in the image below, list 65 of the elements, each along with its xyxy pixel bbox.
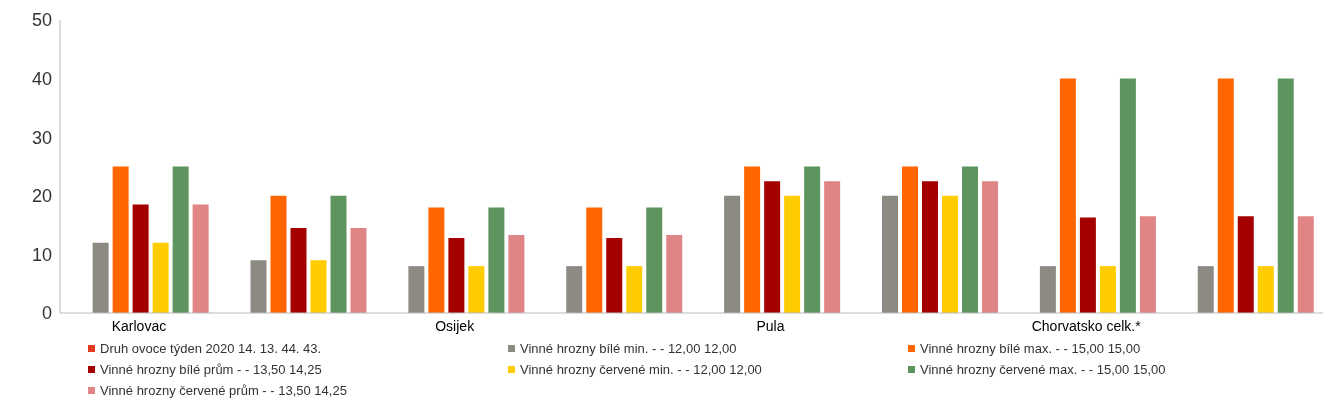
- bar: [1139, 216, 1156, 313]
- bar: [192, 204, 209, 313]
- legend-label: Vinné hrozny červené min. - - 12,00 12,00: [520, 362, 762, 377]
- legend-label: Vinné hrozny bílé min. - - 12,00 12,00: [520, 341, 737, 356]
- x-tick-label: Karlovac: [111, 317, 167, 334]
- x-tick-label: Chorvatsko celk.*: [1031, 317, 1142, 334]
- bar: [804, 166, 821, 313]
- bar: [1257, 266, 1274, 313]
- bar: [824, 181, 841, 313]
- y-tick-label: 10: [31, 244, 52, 265]
- legend-label: Vinné hrozny červené prům - - 13,50 14,25: [100, 383, 347, 398]
- bar: [152, 242, 169, 313]
- bar: [508, 235, 525, 313]
- bar: [290, 228, 307, 313]
- bar: [1237, 216, 1254, 313]
- bar: [250, 260, 267, 313]
- bar: [1217, 78, 1234, 313]
- bar: [646, 207, 663, 313]
- y-tick-label: 50: [31, 10, 52, 31]
- bar: [566, 266, 583, 313]
- bar: [488, 207, 505, 313]
- x-tick-label: Osijek: [435, 317, 476, 334]
- bar: [982, 181, 999, 313]
- bar: [428, 207, 445, 313]
- y-tick-label: 30: [31, 127, 52, 148]
- bar: [448, 237, 465, 313]
- x-tick-label: Pula: [756, 317, 785, 334]
- bar: [468, 266, 485, 313]
- legend-label: Vinné hrozny červené max. - - 15,00 15,00: [920, 362, 1166, 377]
- bar: [1277, 78, 1294, 313]
- bar: [1079, 217, 1096, 313]
- bar: [1197, 266, 1214, 313]
- bar: [922, 181, 939, 313]
- bar: [1059, 78, 1076, 313]
- bar: [172, 166, 189, 313]
- bar: [586, 207, 603, 313]
- y-tick-label: 20: [31, 186, 52, 207]
- bar: [112, 166, 129, 313]
- bar: [764, 181, 781, 313]
- bar: [1039, 266, 1056, 313]
- bar: [330, 195, 347, 313]
- bar: [408, 266, 425, 313]
- legend-label: Vinné hrozny bílé max. - - 15,00 15,00: [920, 341, 1141, 356]
- bar: [132, 204, 149, 313]
- bar: [744, 166, 761, 313]
- bar: [942, 195, 959, 313]
- y-tick-label: 0: [41, 303, 52, 324]
- legend-label: Vinné hrozny bílé prům - - 13,50 14,25: [100, 362, 322, 377]
- bar: [606, 237, 623, 313]
- bar: [1099, 266, 1116, 313]
- bar: [882, 195, 899, 313]
- y-tick-label: 40: [31, 68, 52, 89]
- bar: [310, 260, 327, 313]
- bar: [666, 235, 683, 313]
- bar: [962, 166, 979, 313]
- bar: [1119, 78, 1136, 313]
- bar: [1297, 216, 1314, 313]
- bar: [784, 195, 801, 313]
- bar: [626, 266, 643, 313]
- bar: [350, 228, 367, 313]
- legend-label: Druh ovoce týden 2020 14. 13. 44. 43.: [100, 341, 322, 356]
- bar: [902, 166, 919, 313]
- bar: [92, 242, 109, 313]
- bar: [724, 195, 741, 313]
- bar: [270, 195, 287, 313]
